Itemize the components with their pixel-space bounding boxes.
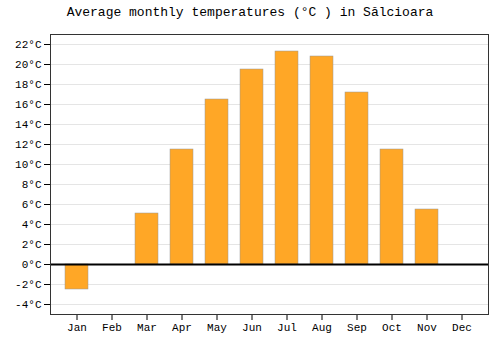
svg-text:Jan: Jan (67, 322, 87, 334)
svg-text:Aug: Aug (312, 322, 332, 334)
svg-text:12°C: 12°C (15, 139, 42, 151)
svg-text:2°C: 2°C (22, 239, 42, 251)
svg-text:10°C: 10°C (15, 159, 42, 171)
svg-text:Nov: Nov (417, 322, 437, 334)
svg-text:6°C: 6°C (22, 199, 42, 211)
svg-text:Sep: Sep (347, 322, 367, 334)
svg-text:May: May (207, 322, 227, 334)
svg-text:Mar: Mar (137, 322, 157, 334)
svg-text:-4°C: -4°C (15, 299, 42, 311)
svg-text:16°C: 16°C (15, 99, 42, 111)
svg-text:Oct: Oct (382, 322, 402, 334)
svg-text:-2°C: -2°C (15, 279, 42, 291)
svg-text:Dec: Dec (452, 322, 472, 334)
svg-text:Jul: Jul (277, 322, 297, 334)
html-text:Average monthly temperatures (: Average monthly temperatures (°C ) in Să… (66, 5, 434, 20)
svg-text:4°C: 4°C (22, 219, 42, 231)
svg-text:20°C: 20°C (15, 59, 42, 71)
svg-text:18°C: 18°C (15, 79, 42, 91)
svg-text:Jun: Jun (242, 322, 262, 334)
svg-text:Apr: Apr (172, 322, 192, 334)
svg-text:8°C: 8°C (22, 179, 42, 191)
svg-text:14°C: 14°C (15, 119, 42, 131)
svg-text:0°C: 0°C (22, 259, 42, 271)
svg-text:22°C: 22°C (15, 39, 42, 51)
svg-text:Feb: Feb (102, 322, 122, 334)
